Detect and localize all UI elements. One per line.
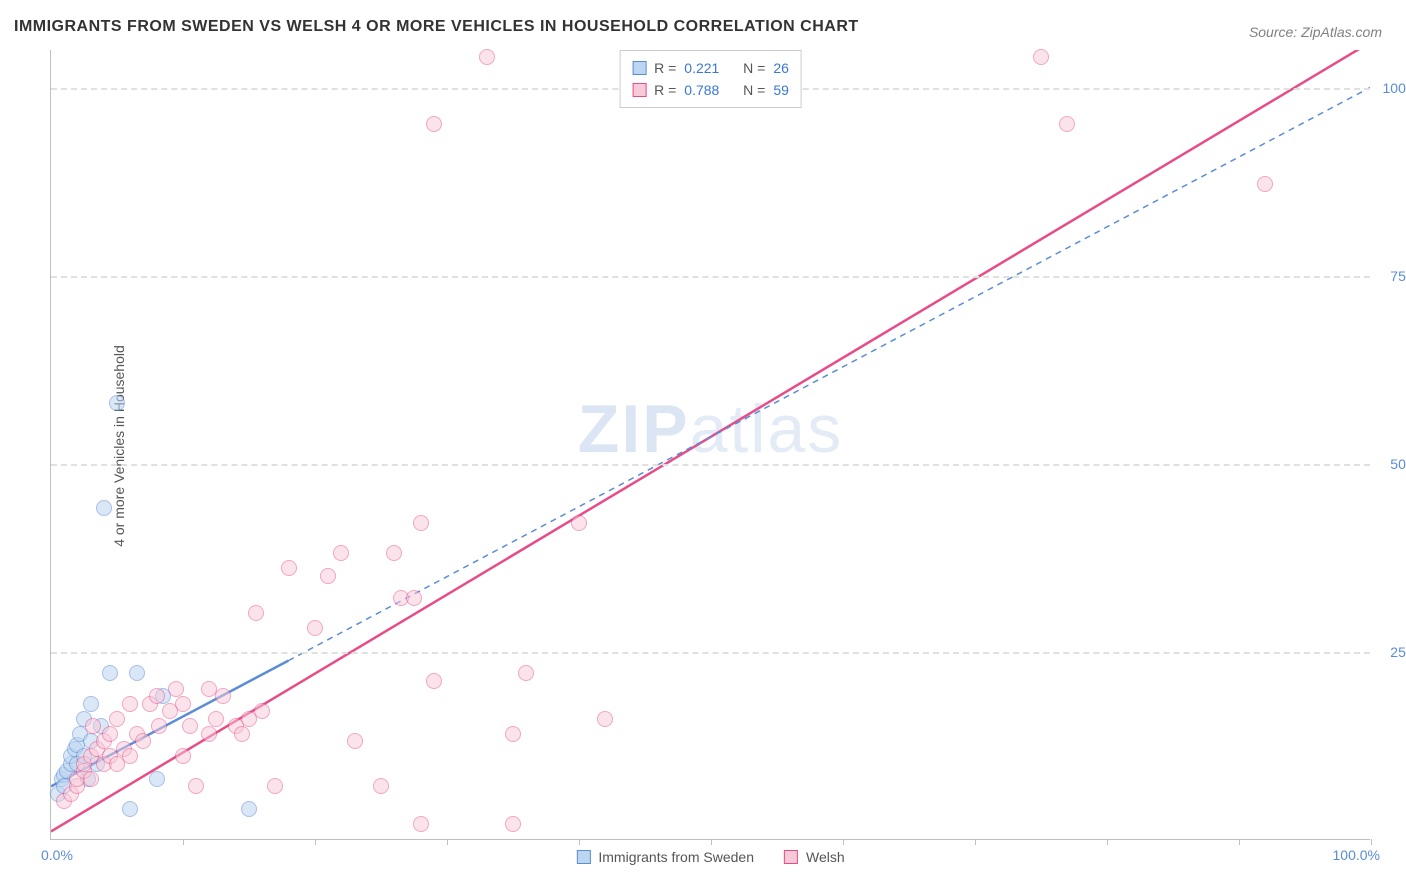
point-welsh: [505, 726, 521, 742]
point-welsh: [1033, 49, 1049, 65]
point-welsh: [518, 665, 534, 681]
series-legend: Immigrants from Sweden Welsh: [576, 849, 844, 865]
x-tick: [447, 839, 448, 845]
point-welsh: [267, 778, 283, 794]
x-tick: [843, 839, 844, 845]
r-label-2: R =: [654, 79, 676, 101]
y-tick-label: 75.0%: [1390, 268, 1406, 284]
point-welsh: [182, 718, 198, 734]
point-welsh: [215, 688, 231, 704]
legend-item-series2: Welsh: [784, 849, 845, 865]
y-tick-label: 100.0%: [1383, 80, 1406, 96]
point-welsh: [413, 515, 429, 531]
x-tick: [315, 839, 316, 845]
point-welsh: [254, 703, 270, 719]
scatter-plot-area: ZIPatlas R = 0.221 N = 26 R = 0.788 N = …: [50, 50, 1370, 840]
point-welsh: [426, 116, 442, 132]
point-welsh: [83, 771, 99, 787]
point-welsh: [413, 816, 429, 832]
point-sweden: [96, 500, 112, 516]
x-tick: [183, 839, 184, 845]
point-sweden: [102, 665, 118, 681]
point-welsh: [208, 711, 224, 727]
point-sweden: [129, 665, 145, 681]
point-welsh: [122, 748, 138, 764]
point-welsh: [1059, 116, 1075, 132]
point-welsh: [505, 816, 521, 832]
point-welsh: [234, 726, 250, 742]
point-welsh: [135, 733, 151, 749]
x-tick: [975, 839, 976, 845]
swatch-bottom-1: [576, 850, 590, 864]
x-tick: [1371, 839, 1372, 845]
point-welsh: [122, 696, 138, 712]
point-sweden: [149, 771, 165, 787]
swatch-series1: [632, 61, 646, 75]
point-welsh: [479, 49, 495, 65]
r-value-1: 0.221: [684, 57, 719, 79]
n-label-2: N =: [743, 79, 765, 101]
point-welsh: [168, 681, 184, 697]
point-welsh: [175, 748, 191, 764]
correlation-legend: R = 0.221 N = 26 R = 0.788 N = 59: [619, 50, 802, 108]
x-tick: [579, 839, 580, 845]
point-welsh: [175, 696, 191, 712]
point-sweden: [83, 696, 99, 712]
r-label-1: R =: [654, 57, 676, 79]
point-welsh: [109, 711, 125, 727]
point-welsh: [151, 718, 167, 734]
point-welsh: [320, 568, 336, 584]
point-welsh: [85, 718, 101, 734]
x-axis-max-label: 100.0%: [1333, 847, 1380, 863]
point-sweden: [122, 801, 138, 817]
point-sweden: [109, 395, 125, 411]
x-axis-min-label: 0.0%: [41, 847, 73, 863]
swatch-series2: [632, 83, 646, 97]
gridline-h: [51, 464, 1370, 466]
point-welsh: [386, 545, 402, 561]
n-label-1: N =: [743, 57, 765, 79]
point-welsh: [347, 733, 363, 749]
point-sweden: [241, 801, 257, 817]
legend-label-2: Welsh: [806, 849, 845, 865]
point-welsh: [248, 605, 264, 621]
point-welsh: [201, 726, 217, 742]
point-welsh: [188, 778, 204, 794]
gridline-h: [51, 276, 1370, 278]
x-tick: [1107, 839, 1108, 845]
source-attribution: Source: ZipAtlas.com: [1249, 24, 1382, 40]
n-value-1: 26: [773, 57, 789, 79]
r-value-2: 0.788: [684, 79, 719, 101]
legend-row-series1: R = 0.221 N = 26: [632, 57, 789, 79]
watermark-bold: ZIP: [578, 391, 690, 467]
gridline-h: [51, 652, 1370, 654]
point-welsh: [149, 688, 165, 704]
watermark-thin: atlas: [690, 391, 844, 467]
point-welsh: [426, 673, 442, 689]
point-welsh: [571, 515, 587, 531]
legend-label-1: Immigrants from Sweden: [598, 849, 754, 865]
y-tick-label: 50.0%: [1390, 456, 1406, 472]
x-tick: [711, 839, 712, 845]
chart-title: IMMIGRANTS FROM SWEDEN VS WELSH 4 OR MOR…: [14, 18, 859, 36]
point-welsh: [281, 560, 297, 576]
watermark: ZIPatlas: [578, 390, 843, 468]
point-welsh: [597, 711, 613, 727]
x-tick: [1239, 839, 1240, 845]
point-welsh: [307, 620, 323, 636]
point-welsh: [406, 590, 422, 606]
point-welsh: [1257, 176, 1273, 192]
legend-item-series1: Immigrants from Sweden: [576, 849, 754, 865]
point-welsh: [102, 726, 118, 742]
n-value-2: 59: [773, 79, 789, 101]
y-tick-label: 25.0%: [1390, 644, 1406, 660]
swatch-bottom-2: [784, 850, 798, 864]
legend-row-series2: R = 0.788 N = 59: [632, 79, 789, 101]
point-welsh: [373, 778, 389, 794]
point-welsh: [333, 545, 349, 561]
